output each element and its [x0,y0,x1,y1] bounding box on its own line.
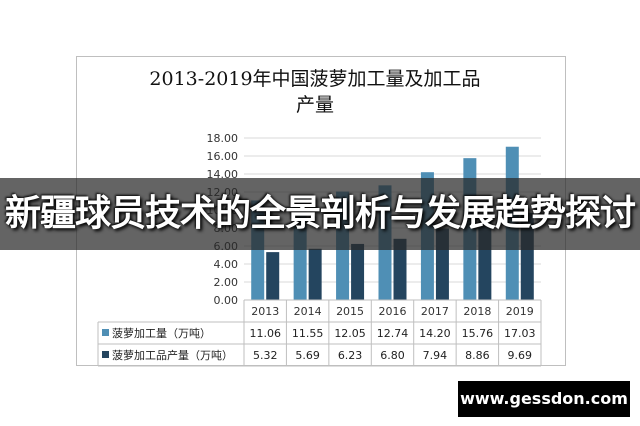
chart-title-line-1: 2013-2019年中国菠萝加工量及加工品 [149,68,481,90]
data-label: 5.32 [253,349,278,362]
bar [351,243,365,300]
chart-title-line-2: 产量 [295,94,334,116]
data-label: 12.74 [377,327,409,340]
data-label: 5.69 [295,349,320,362]
legend-swatch [102,329,109,336]
watermark-box [458,381,630,417]
bar [308,248,322,300]
watermark-text: www.gessdon.com [460,389,628,408]
data-label: 6.23 [338,349,363,362]
data-label: 14.20 [419,327,451,340]
data-label: 12.05 [334,327,366,340]
banner-title: 新疆球员技术的全景剖析与发展趋势探讨 [4,193,636,234]
legend-label: 菠萝加工品产量（万吨） [112,348,233,362]
legend-swatch [102,351,109,358]
bar [393,238,407,300]
data-label: 8.86 [465,349,490,362]
data-label: 15.76 [462,327,494,340]
y-tick-label: 2.00 [214,276,239,289]
legend-label: 菠萝加工量（万吨） [112,327,211,340]
bar [266,252,280,300]
x-tick-label: 2017 [421,305,449,318]
x-tick-label: 2016 [379,305,407,318]
data-label: 11.06 [249,327,281,340]
data-label: 17.03 [504,327,536,340]
x-tick-label: 2018 [463,305,491,318]
y-tick-label: 18.00 [207,132,239,145]
data-label: 6.80 [380,349,405,362]
x-tick-label: 2013 [251,305,279,318]
chart-title: 2013-2019年中国菠萝加工量及加工品 产量 [80,66,550,118]
y-tick-label: 0.00 [214,294,239,307]
x-tick-label: 2015 [336,305,364,318]
data-label: 9.69 [508,349,533,362]
x-tick-label: 2014 [294,305,322,318]
y-tick-label: 14.00 [207,168,239,181]
overlay-banner [0,178,640,250]
data-label: 7.94 [423,349,448,362]
y-tick-label: 16.00 [207,150,239,163]
x-tick-label: 2019 [506,305,534,318]
data-label: 11.55 [292,327,324,340]
y-tick-label: 4.00 [214,258,239,271]
